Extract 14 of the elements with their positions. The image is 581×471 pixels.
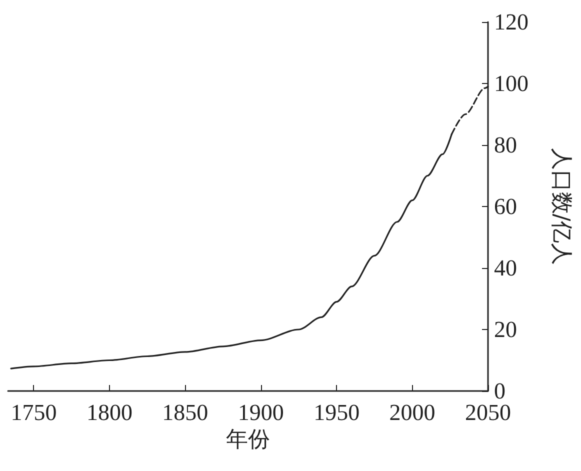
y-tick-label: 40	[494, 256, 517, 280]
x-axis-title: 年份	[226, 427, 270, 452]
y-tick-label: 60	[494, 194, 517, 219]
y-tick-label: 100	[494, 71, 528, 96]
x-tick-label: 1900	[238, 400, 284, 425]
x-tick-label: 1750	[10, 400, 57, 425]
y-tick-label: 80	[494, 132, 517, 158]
x-tick-label: 1850	[162, 400, 208, 425]
y-tick-label: 120	[494, 10, 528, 34]
x-tick-label: 1950	[314, 400, 360, 425]
y-axis-title: 人口数/亿人	[548, 148, 574, 266]
y-tick-label: 20	[494, 317, 517, 342]
x-tick-label: 2000	[389, 400, 436, 425]
x-tick-label: 1800	[86, 400, 132, 425]
